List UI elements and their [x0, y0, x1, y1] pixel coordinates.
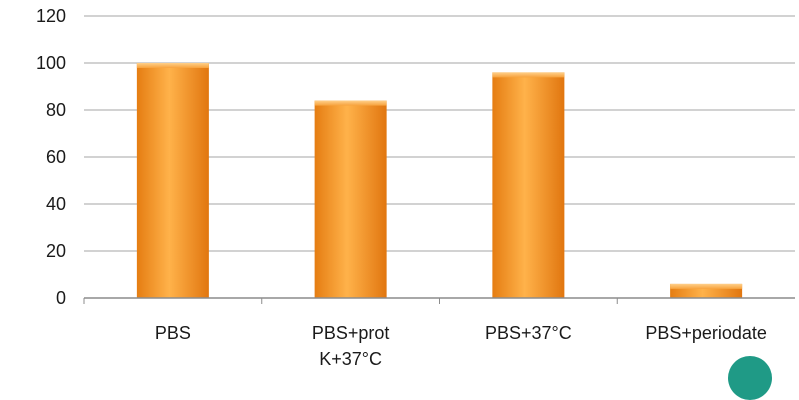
y-tick-label: 80	[46, 100, 66, 120]
x-category-label: K+37°C	[319, 349, 382, 369]
bar-body	[314, 100, 387, 298]
x-category-label: PBS+prot	[312, 323, 390, 343]
x-category-label: PBS	[155, 323, 191, 343]
bar-cap	[314, 100, 387, 106]
bar-cap	[492, 72, 565, 78]
bar-body	[492, 72, 565, 299]
bar-cap	[136, 63, 209, 68]
bar	[670, 283, 743, 298]
bar-body	[136, 63, 209, 298]
x-axis-labels: PBS PBS+prot K+37°C PBS+37°C PBS+periodate	[83, 298, 767, 369]
y-tick-label: 120	[36, 6, 66, 26]
teal-dot-decoration	[728, 356, 772, 400]
bars	[136, 63, 743, 299]
y-tick-label: 0	[56, 288, 66, 308]
bar	[136, 63, 209, 298]
bar	[492, 72, 565, 299]
y-tick-label: 60	[46, 147, 66, 167]
y-tick-label: 40	[46, 194, 66, 214]
bar-chart: 0 20 40 60 80 100 120 PBS PBS+prot K+37°C PBS+37°…	[36, 6, 795, 369]
x-category-label: PBS+periodate	[645, 323, 767, 343]
bar-cap	[670, 283, 743, 289]
y-tick-label: 100	[36, 53, 66, 73]
x-category-label: PBS+37°C	[485, 323, 572, 343]
y-axis-ticks: 0 20 40 60 80 100 120	[36, 6, 66, 308]
bar	[314, 100, 387, 298]
y-tick-label: 20	[46, 241, 66, 261]
